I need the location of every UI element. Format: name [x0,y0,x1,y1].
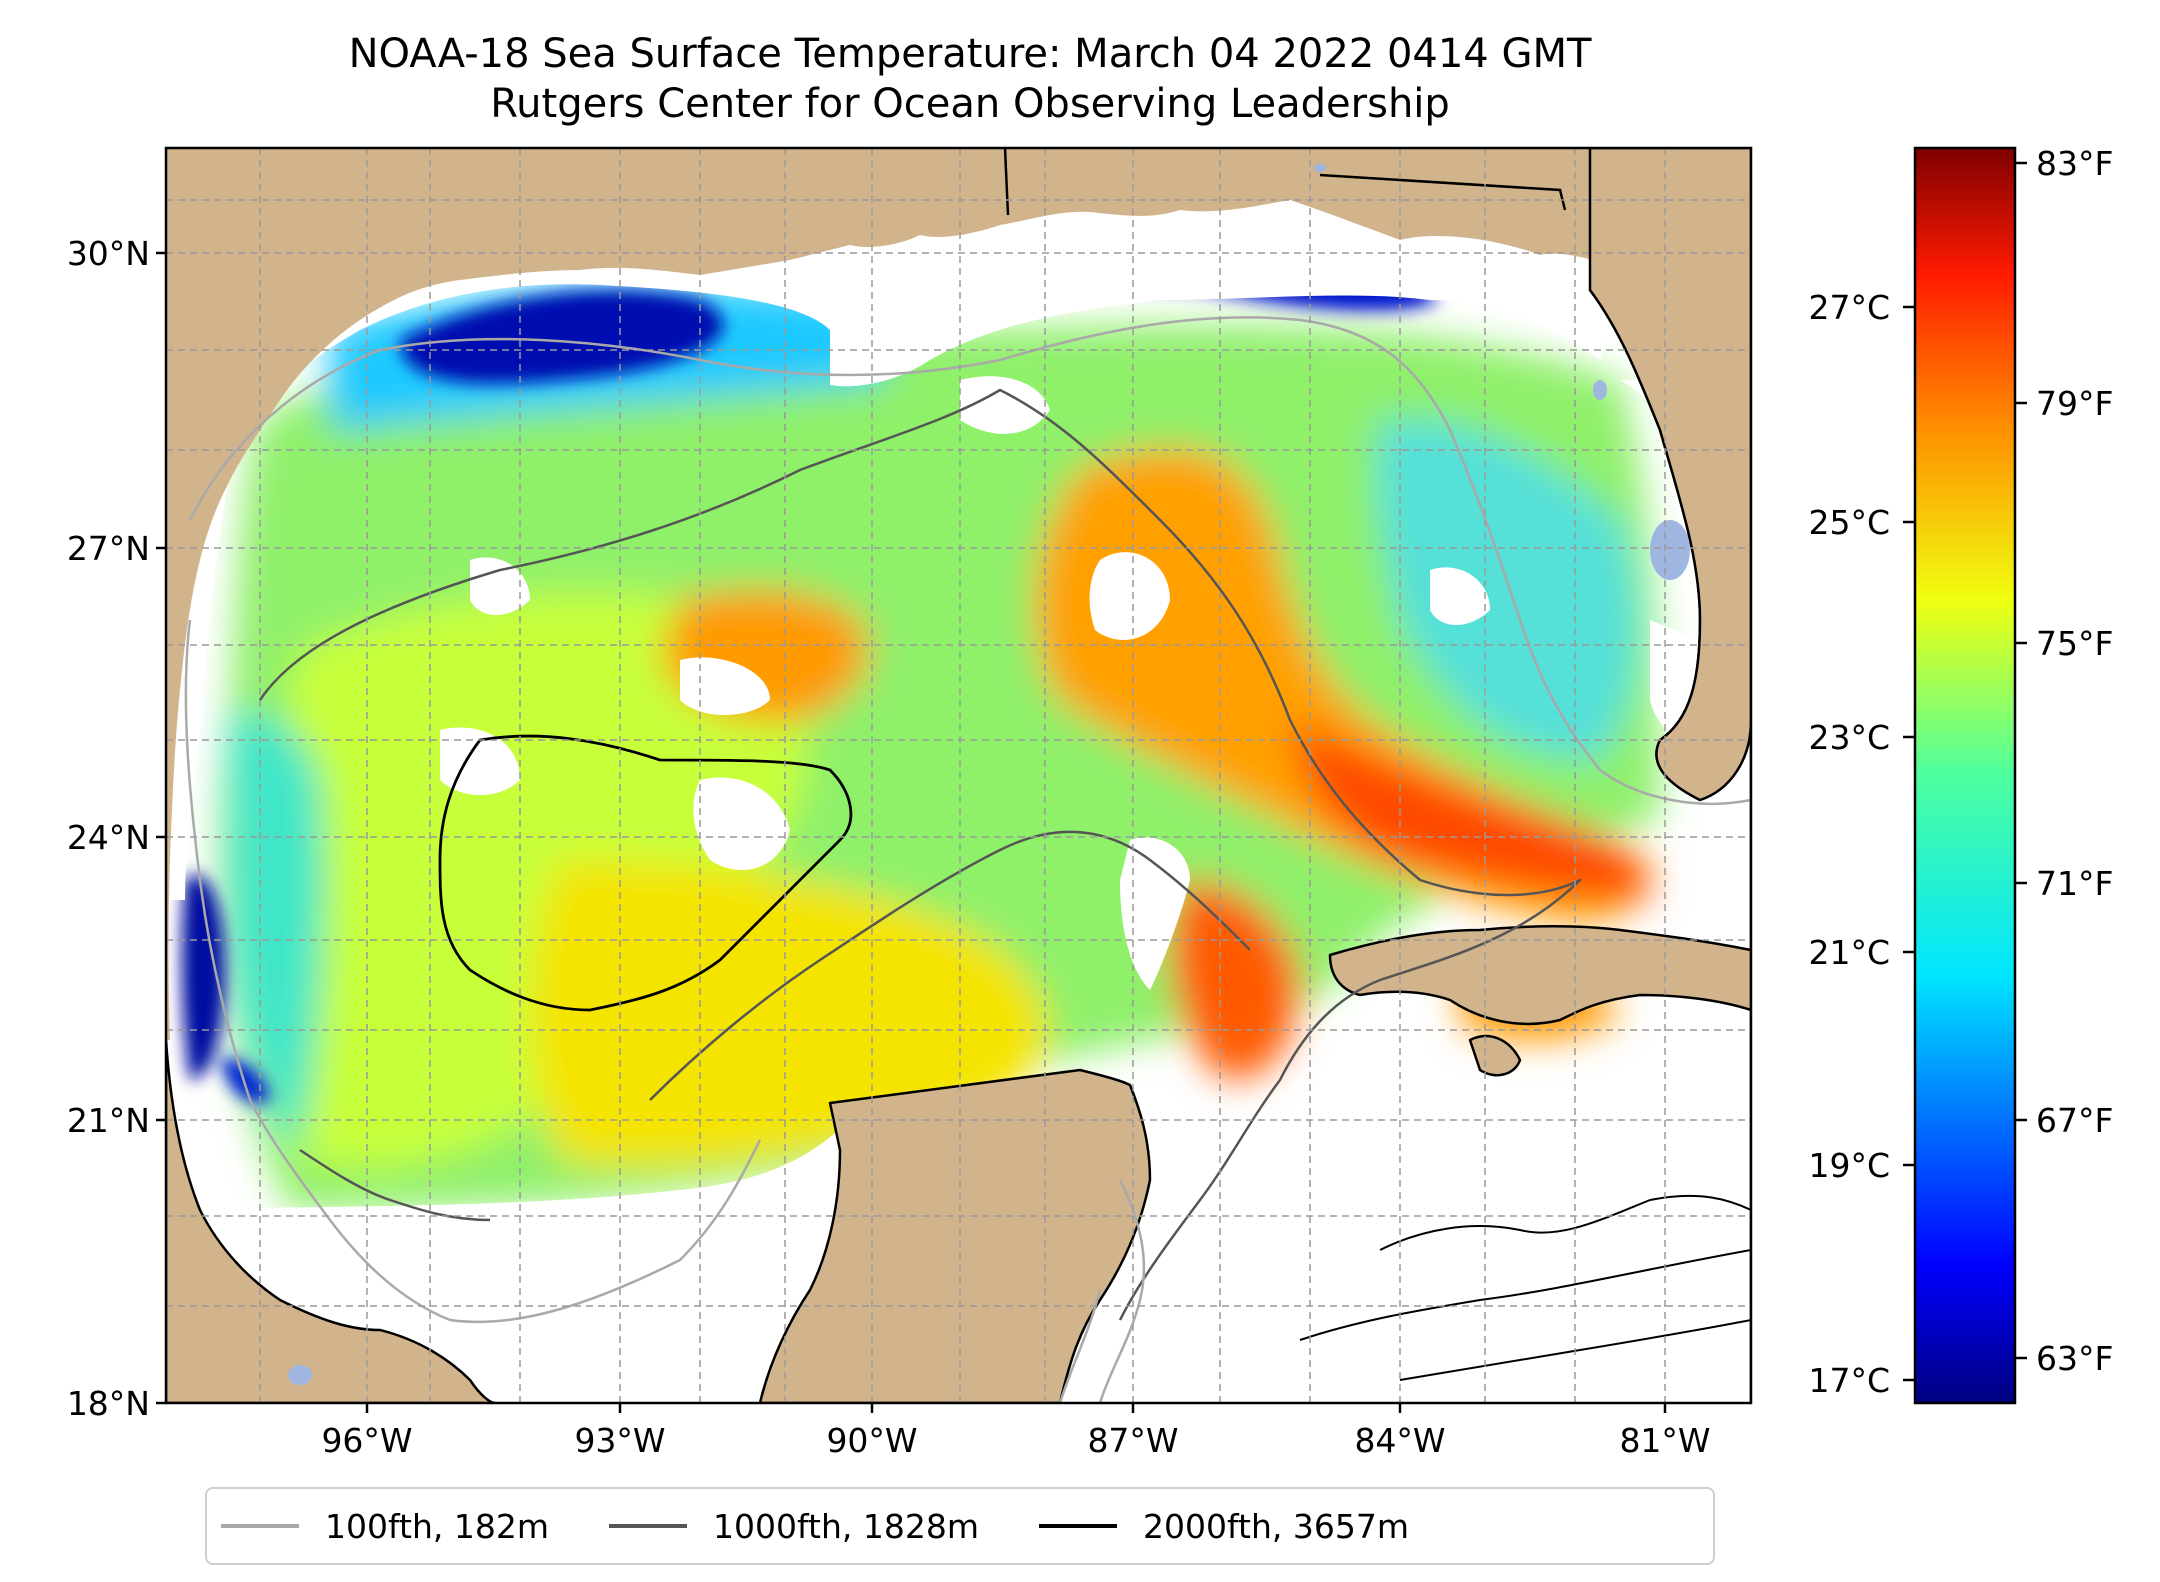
celsius-tick-label: 23°C [1808,718,1890,757]
colorbar-celsius-labels: 27°C 25°C 23°C 21°C 19°C 17°C [1808,288,1890,1400]
lat-label: 30°N [67,234,150,273]
lakes [288,164,1690,1385]
legend-line-swatch [221,1524,299,1528]
gridlines [166,148,1751,1403]
legend-item-100fth: 100fth, 182m [221,1507,549,1546]
map-subtitle: Rutgers Center for Ocean Observing Leade… [490,81,1450,127]
lat-label: 27°N [67,529,150,568]
celsius-tick-label: 17°C [1808,1361,1890,1400]
lon-label: 93°W [574,1421,665,1460]
bathymetry-contours [184,316,1751,1403]
contour-2000fth [438,734,853,1012]
colorbar-fahrenheit-labels: 83°F 79°F 75°F 71°F 67°F 63°F [2036,144,2113,1378]
lat-label: 21°N [67,1101,150,1140]
fahrenheit-tick-label: 75°F [2036,624,2113,663]
colorbar: 27°C 25°C 23°C 21°C 19°C 17°C 83°F 79°F … [1808,144,2113,1405]
legend-item-1000fth: 1000fth, 1828m [609,1507,979,1546]
contour-legend: 100fth, 182m 1000fth, 1828m 2000fth, 365… [205,1487,1715,1565]
map-title: NOAA-18 Sea Surface Temperature: March 0… [348,31,1592,77]
lat-label: 18°N [67,1384,150,1423]
latitude-labels: 18°N 21°N 24°N 27°N 30°N [67,234,150,1423]
celsius-tick-label: 27°C [1808,288,1890,327]
fahrenheit-tick-label: 79°F [2036,384,2113,423]
contour-100fth [184,316,1751,1324]
lon-label: 90°W [826,1421,917,1460]
lon-label: 84°W [1354,1421,1445,1460]
legend-label: 1000fth, 1828m [713,1506,979,1546]
legend-label: 100fth, 182m [325,1506,549,1546]
colorbar-gradient [1913,146,2017,1405]
lon-label: 87°W [1087,1421,1178,1460]
legend-line-swatch [1038,1524,1117,1528]
fahrenheit-tick-label: 63°F [2036,1339,2113,1378]
fahrenheit-tick-label: 83°F [2036,144,2113,183]
contour-1000fth [258,388,1582,1321]
lon-label: 81°W [1619,1421,1710,1460]
celsius-tick-label: 25°C [1808,503,1890,542]
lon-label: 96°W [321,1421,412,1460]
map-frame [164,146,1753,1405]
land-masses [166,148,1751,1403]
celsius-tick-label: 19°C [1808,1146,1890,1185]
longitude-labels: 96°W 93°W 90°W 87°W 84°W 81°W [321,1421,1710,1460]
legend-item-2000fth: 2000fth, 3657m [1038,1506,1409,1546]
axis-ticks [156,251,1667,1413]
legend-label: 2000fth, 3657m [1142,1506,1409,1546]
political-boundaries [1003,148,1567,216]
legend-line-swatch [609,1524,687,1528]
lat-label: 24°N [67,818,150,857]
celsius-tick-label: 21°C [1808,933,1890,972]
fahrenheit-tick-label: 67°F [2036,1101,2113,1140]
fahrenheit-tick-label: 71°F [2036,864,2113,903]
